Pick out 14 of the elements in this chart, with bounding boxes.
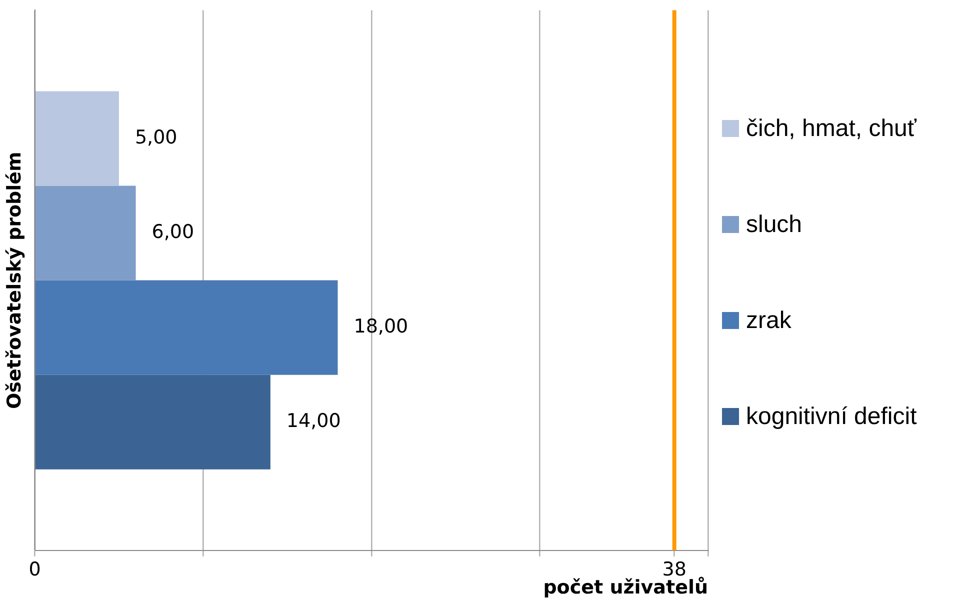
legend-label: čich, hmat, chuť xyxy=(746,114,916,142)
data-label: 18,00 xyxy=(354,316,408,338)
legend-label: sluch xyxy=(746,210,802,238)
data-label: 6,00 xyxy=(152,220,194,243)
x-tick-label: 0 xyxy=(28,558,41,581)
data-label: 14,00 xyxy=(286,410,341,432)
bar xyxy=(35,374,270,470)
y-axis-title: Ošetřovatelský problém xyxy=(3,152,26,409)
legend-label: kognitivní deficit xyxy=(746,402,917,430)
bar xyxy=(35,280,338,375)
data-label: 5,00 xyxy=(134,126,178,148)
bar xyxy=(35,186,136,280)
bar xyxy=(35,91,119,186)
legend-label: zrak xyxy=(746,306,792,334)
